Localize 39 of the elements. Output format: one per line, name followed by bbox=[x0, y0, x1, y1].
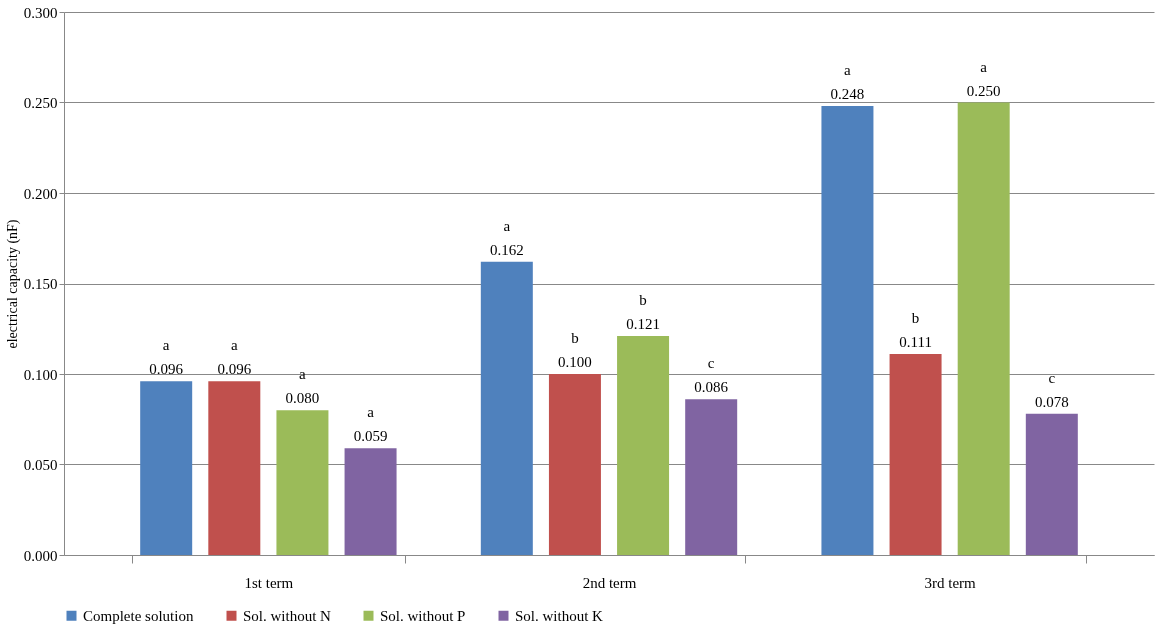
data-label: b 0.100 bbox=[558, 330, 592, 370]
y-tick-label: 0.000 bbox=[23, 547, 58, 564]
legend-label: Complete solution bbox=[83, 607, 194, 624]
data-label: a 0.162 bbox=[489, 217, 524, 258]
data-label: a 0.248 bbox=[830, 62, 865, 103]
data-label: a 0.080 bbox=[285, 366, 320, 407]
data-label: b 0.121 bbox=[626, 291, 660, 332]
y-tick-label: 0.150 bbox=[23, 276, 58, 292]
legend-label: Sol. without K bbox=[515, 607, 604, 624]
bar bbox=[617, 335, 670, 555]
bar bbox=[140, 381, 193, 555]
x-tick-label: 3rd term bbox=[924, 574, 977, 591]
y-tick-label: 0.250 bbox=[23, 95, 58, 111]
data-label: a 0.250 bbox=[966, 58, 1001, 99]
bar bbox=[208, 381, 261, 555]
data-label: c 0.078 bbox=[1034, 369, 1069, 410]
data-label: c 0.086 bbox=[694, 355, 729, 396]
bar bbox=[889, 354, 942, 555]
y-tick-label: 0.300 bbox=[23, 4, 58, 21]
bar bbox=[957, 102, 1010, 555]
bar bbox=[1025, 413, 1078, 555]
y-axis-title: electrical capacity (nF) bbox=[4, 219, 21, 349]
y-tick-label: 0.100 bbox=[23, 366, 58, 383]
bar bbox=[821, 106, 874, 555]
bar bbox=[344, 448, 397, 555]
legend-label: Sol. without N bbox=[243, 607, 332, 624]
bar bbox=[480, 261, 533, 555]
bar bbox=[685, 399, 738, 555]
legend-label: Sol. without P bbox=[380, 607, 466, 624]
y-tick-label: 0.200 bbox=[23, 185, 58, 202]
x-tick-label: 1st term bbox=[244, 574, 294, 591]
data-label: a 0.059 bbox=[353, 404, 388, 445]
x-tick-label: 2nd term bbox=[582, 574, 637, 591]
y-tick-label: 0.050 bbox=[23, 457, 58, 473]
bar bbox=[276, 410, 329, 555]
data-label: b 0.111 bbox=[899, 310, 932, 351]
data-label: a 0.096 bbox=[149, 337, 184, 378]
data-label: a 0.096 bbox=[217, 337, 252, 378]
bar bbox=[548, 374, 601, 555]
